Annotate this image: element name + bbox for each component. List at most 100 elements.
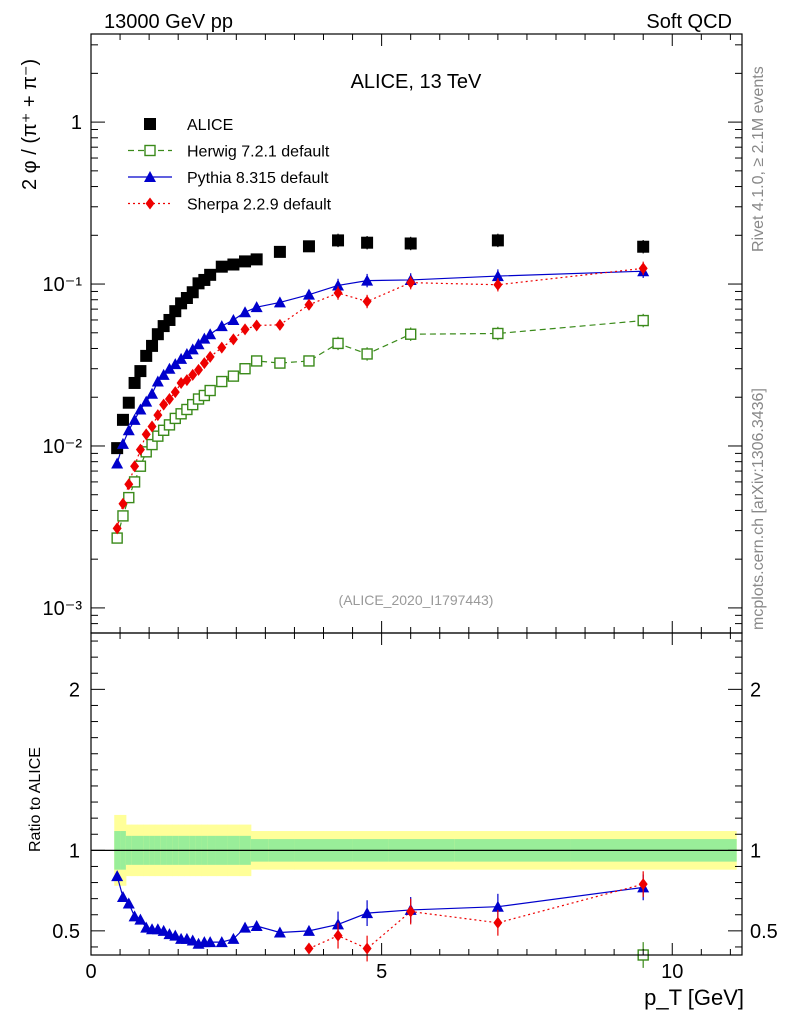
alice-point (128, 376, 141, 389)
pythia-8-315-default-point (134, 403, 147, 415)
alice-point (204, 268, 217, 281)
sherpa-2-2-9-default-point (182, 374, 192, 387)
sherpa-2-2-9-default-point (112, 522, 122, 535)
herwig-7-2-1-default-point (163, 419, 176, 431)
alice-point (140, 349, 153, 362)
herwig-7-2-1-default-point (404, 328, 417, 340)
sherpa-2-2-9-default-point (333, 287, 343, 300)
pythia-8-315-default-ratio-point (250, 920, 263, 932)
pythia-8-315-default-point (180, 347, 193, 359)
herwig-7-2-1-default-point (152, 430, 164, 442)
alice-point (215, 260, 228, 273)
main-series-markers (111, 233, 650, 544)
pythia-8-315-default-point (186, 343, 199, 355)
pythia-8-315-default-ratio-point (239, 921, 252, 933)
herwig-7-2-1-default-point (492, 327, 504, 340)
y-tick-label-ratio-left: 1 (69, 840, 80, 862)
sherpa-2-2-9-default-point (135, 443, 145, 456)
side-text-rivet: Rivet 4.1.0, ≥ 2.1M events (750, 66, 767, 252)
herwig-7-2-1-default-point (239, 363, 251, 375)
alice-point (122, 396, 135, 409)
sherpa-2-2-9-default-point (217, 341, 227, 354)
legend-label-pythia-8-315-default: Pythia 8.315 default (187, 170, 329, 187)
axes: 0 5 10 10⁻³ 10⁻² 10⁻¹ 1 0.5 0.5 1 1 2 2 (43, 33, 778, 983)
ratio-uncertainty-bands (91, 814, 742, 886)
x-tick-label: 0 (85, 961, 96, 983)
pythia-8-315-default-point (491, 270, 504, 282)
sherpa-2-2-9-default-point (153, 409, 163, 422)
pythia-8-315-default-point (239, 306, 252, 318)
pythia-8-315-default-ratio-point (116, 891, 129, 903)
pythia-8-315-default-ratio-point (186, 934, 199, 946)
y-tick-label-main: 10⁻² (43, 436, 83, 458)
sherpa-2-2-9-default-line (116, 267, 644, 529)
sherpa-2-2-9-default-point (638, 262, 648, 275)
pythia-8-315-default-point (332, 279, 345, 291)
sherpa-2-2-9-default-point (164, 393, 174, 406)
sherpa-2-2-9-default-ratio-point (493, 916, 503, 929)
pythia-8-315-default-ratio-line (116, 875, 644, 945)
herwig-7-2-1-default-point (216, 375, 228, 388)
pythia-8-315-default-ratio-point (302, 924, 315, 936)
y-tick-label-ratio-right: 1 (750, 840, 761, 862)
header-right: Soft QCD (646, 11, 732, 33)
alice-point (273, 245, 286, 258)
sherpa-2-2-9-default-point (141, 428, 151, 441)
pythia-8-315-default-point (192, 338, 205, 350)
y-tick-label-ratio-left: 0.5 (52, 921, 80, 943)
pythia-8-315-default-point (122, 424, 135, 436)
pythia-8-315-default-point (227, 313, 240, 325)
sherpa-2-2-9-default-point (170, 386, 180, 399)
pythia-8-315-default-point (204, 328, 217, 340)
alice-point (302, 240, 315, 253)
herwig-7-2-1-default-point (227, 370, 240, 382)
pythia-8-315-default-ratio-point (111, 870, 124, 882)
y-tick-label-ratio-right: 0.5 (750, 921, 778, 943)
y-tick-label-main: 1 (71, 112, 82, 134)
pythia-8-315-default-point (302, 288, 315, 300)
sherpa-2-2-9-default-point (205, 350, 215, 363)
x-tick-label: 5 (376, 961, 387, 983)
pythia-8-315-default-point (116, 437, 129, 449)
sherpa-2-2-9-default-point (304, 298, 314, 311)
sherpa-2-2-9-default-point (159, 398, 169, 411)
alice-point (134, 365, 147, 378)
alice-point (146, 339, 159, 352)
herwig-7-2-1-default-point (303, 355, 315, 367)
sherpa-2-2-9-default-point (130, 460, 140, 473)
sherpa-2-2-9-default-ratio-point (333, 929, 343, 942)
pythia-8-315-default-point (146, 387, 159, 399)
alice-point (250, 253, 263, 266)
y-tick-label-ratio-left: 2 (69, 679, 80, 701)
pythia-8-315-default-point (157, 368, 170, 380)
pythia-8-315-default-ratio-point (491, 900, 504, 912)
alice-point (116, 413, 129, 426)
sherpa-2-2-9-default-point (406, 276, 416, 289)
herwig-7-2-1-default-point (250, 355, 263, 367)
herwig-7-2-1-default-point (332, 337, 344, 350)
chart-watermark: (ALICE_2020_I1797443) (339, 592, 494, 608)
sherpa-2-2-9-default-point (240, 323, 250, 336)
x-tick-label: 10 (661, 961, 683, 983)
legend-label-herwig-7-2-1-default: Herwig 7.2.1 default (187, 144, 330, 161)
sherpa-2-2-9-default-point (194, 363, 204, 376)
pythia-8-315-default-ratio-point (122, 897, 135, 909)
pythia-8-315-default-point (128, 413, 141, 425)
legend-marker-sherpa-2-2-9-default (145, 197, 155, 210)
pythia-8-315-default-point (250, 301, 263, 313)
legend-label-alice: ALICE (187, 117, 233, 134)
alice-point (404, 237, 417, 250)
herwig-7-2-1-default-point (637, 314, 649, 327)
ratio-panel-frame (90, 632, 743, 956)
y-tick-label-main: 10⁻¹ (43, 274, 83, 296)
pythia-8-315-default-ratio-point (134, 913, 147, 925)
header-left: 13000 GeV pp (104, 11, 233, 33)
legend: ALICE Herwig 7.2.1 default Pythia 8.315 de… (128, 117, 332, 214)
alice-point (637, 240, 650, 253)
pythia-8-315-default-ratio-point (273, 926, 286, 938)
pythia-8-315-default-point (361, 274, 374, 286)
sherpa-2-2-9-default-point (147, 420, 157, 433)
sherpa-2-2-9-default-point (228, 333, 238, 346)
sherpa-2-2-9-default-ratio-point (406, 905, 416, 918)
